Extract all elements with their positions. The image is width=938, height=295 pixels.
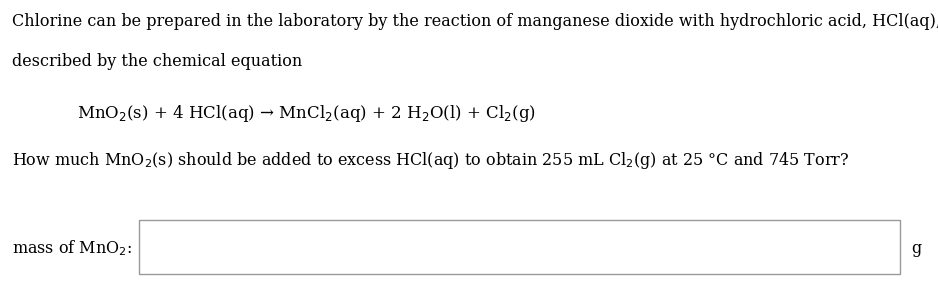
- Text: Chlorine can be prepared in the laboratory by the reaction of manganese dioxide : Chlorine can be prepared in the laborato…: [12, 13, 938, 30]
- Text: How much MnO$_2$(s) should be added to excess HCl(aq) to obtain 255 mL Cl$_2$(g): How much MnO$_2$(s) should be added to e…: [12, 150, 850, 171]
- Text: described by the chemical equation: described by the chemical equation: [12, 53, 302, 70]
- Text: g: g: [912, 240, 922, 257]
- Text: MnO$_2$(s) + 4 HCl(aq) → MnCl$_2$(aq) + 2 H$_2$O(l) + Cl$_2$(g): MnO$_2$(s) + 4 HCl(aq) → MnCl$_2$(aq) + …: [77, 103, 536, 124]
- Text: mass of MnO$_2$:: mass of MnO$_2$:: [12, 239, 132, 258]
